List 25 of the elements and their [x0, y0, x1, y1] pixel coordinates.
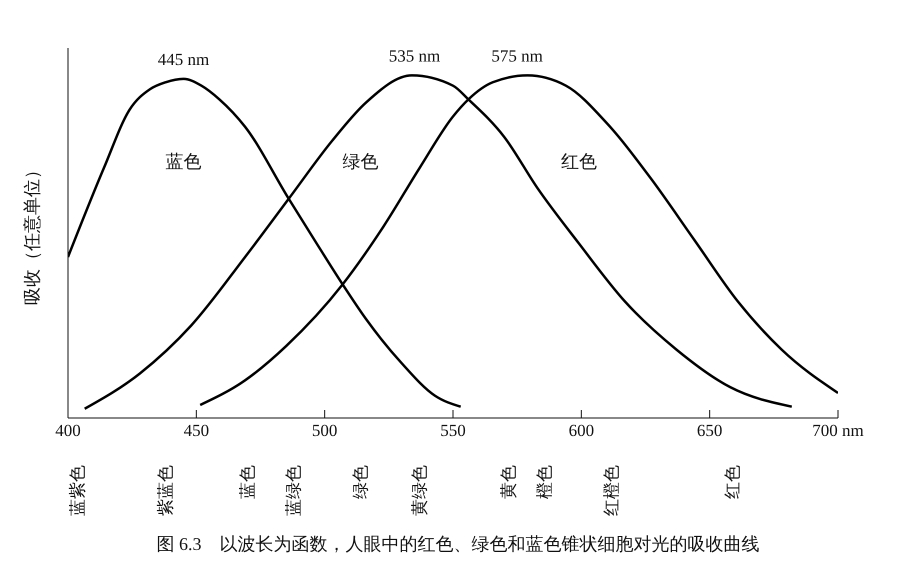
text: 蓝绿色	[284, 465, 304, 516]
y-axis-title: 吸收（任意单位）	[21, 161, 43, 305]
x-tick-label: 400	[55, 421, 81, 440]
series-label: 红色	[560, 151, 597, 172]
x-tick-label: 450	[184, 421, 210, 440]
text: 蓝色	[166, 151, 202, 172]
annotation: 445 nm	[158, 50, 210, 69]
x-tick-label: 600	[568, 421, 594, 440]
x-tick-label: 500	[312, 421, 338, 440]
text: 黄绿色	[410, 465, 430, 516]
annotation: 575 nm	[491, 46, 543, 66]
text: 紫蓝色	[156, 465, 176, 516]
text: 蓝紫色	[68, 465, 88, 516]
text: 红色	[722, 465, 743, 499]
text: 绿色	[350, 465, 371, 499]
caption: 图 6.3 以波长为函数，人眼中的红色、绿色和蓝色锥状细胞对光的吸收曲线	[156, 533, 760, 556]
series-label: 绿色	[342, 151, 379, 172]
x-tick-label: 650	[696, 421, 722, 440]
text: 橙色	[535, 465, 556, 499]
annotation: 535 nm	[388, 46, 440, 66]
x-tick-label: 700 nm	[812, 421, 864, 440]
text: 红橙色	[602, 465, 622, 516]
x-tick-label: 550	[440, 421, 466, 440]
text: 黄色	[499, 465, 520, 499]
text: 蓝色	[238, 465, 258, 499]
